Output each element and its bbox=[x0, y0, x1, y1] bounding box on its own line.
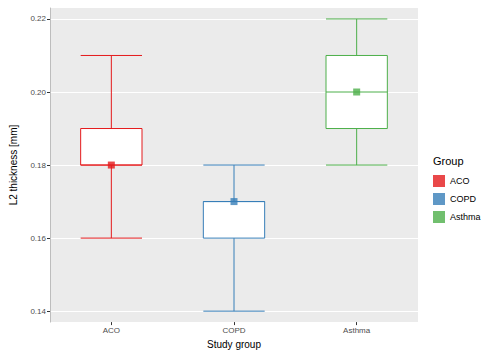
svg-text:COPD: COPD bbox=[450, 194, 477, 204]
svg-text:ACO: ACO bbox=[450, 176, 470, 186]
svg-text:ACO: ACO bbox=[103, 326, 120, 335]
svg-text:0.16: 0.16 bbox=[30, 234, 46, 243]
svg-text:Asthma: Asthma bbox=[343, 326, 371, 335]
svg-text:COPD: COPD bbox=[222, 326, 245, 335]
svg-text:Asthma: Asthma bbox=[450, 212, 481, 222]
svg-text:Group: Group bbox=[433, 155, 464, 167]
svg-text:0.22: 0.22 bbox=[30, 14, 46, 23]
svg-text:0.20: 0.20 bbox=[30, 88, 46, 97]
svg-text:0.14: 0.14 bbox=[30, 307, 46, 316]
svg-text:0.18: 0.18 bbox=[30, 161, 46, 170]
svg-text:L2 thickness [mm]: L2 thickness [mm] bbox=[8, 125, 19, 206]
svg-text:Study group: Study group bbox=[207, 339, 261, 350]
